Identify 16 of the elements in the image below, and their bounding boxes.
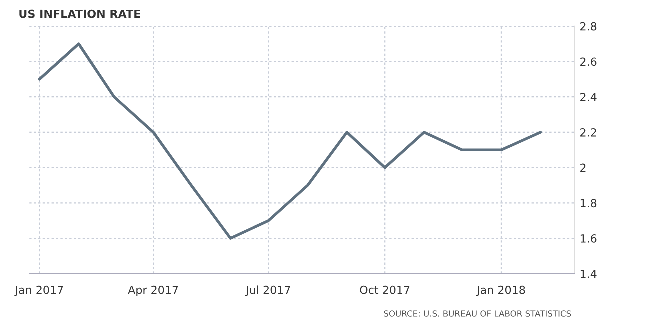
y-tick-label: 1.4	[580, 270, 597, 278]
y-tick-label: 2.4	[580, 93, 597, 102]
x-tick-label: Oct 2017	[360, 286, 410, 294]
x-tick-label: Apr 2017	[128, 286, 178, 296]
y-tick-label: 1.8	[580, 199, 597, 208]
x-tick-label: Jul 2017	[246, 286, 290, 296]
y-tick-label: 2	[580, 164, 586, 172]
y-tick-label: 1.6	[580, 234, 597, 243]
y-tick-label: 2.2	[580, 128, 596, 137]
x-tick-label: Jan 2018	[476, 286, 526, 296]
y-tick-label: 2.6	[580, 58, 597, 66]
source-note: SOURCE: U.S. BUREAU OF LABOR STATISTICS	[384, 310, 572, 317]
line-series	[38, 42, 542, 240]
x-tick-label: Jan 2017	[14, 286, 64, 296]
chart-title: US INFLATION RATE	[20, 10, 140, 18]
y-tick-label: 2.8	[580, 22, 597, 31]
